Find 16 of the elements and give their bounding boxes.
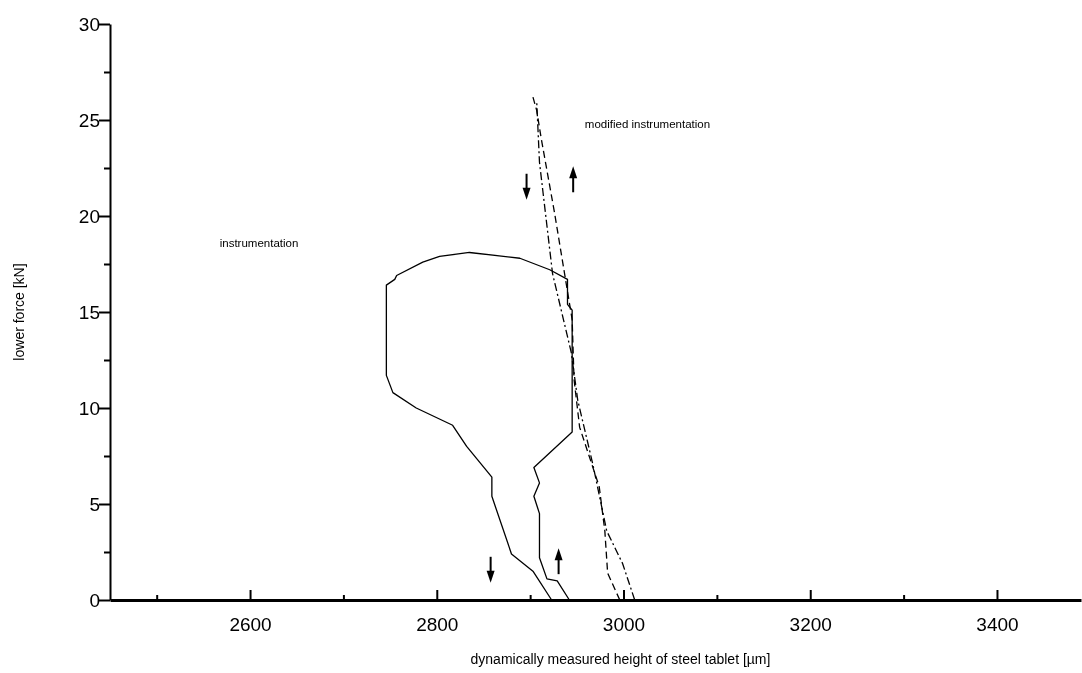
x-tick-label: 3200 [789, 614, 832, 636]
x-tick-label: 2600 [229, 614, 272, 636]
y-tick-label: 30 [78, 13, 100, 35]
y-tick-label: 20 [78, 205, 100, 227]
x-tick-label: 2800 [416, 614, 459, 636]
y-tick-label: 0 [89, 589, 100, 611]
annotation: modified instrumentation [584, 118, 711, 131]
y-tick-label: 10 [78, 397, 100, 419]
y-tick-label: 25 [78, 109, 100, 131]
x-axis-title: dynamically measured height of steel tablet [µm] [470, 651, 771, 667]
x-tick-label: 3000 [602, 614, 646, 636]
x-tick-label: 3400 [976, 614, 1019, 636]
y-tick-label: 5 [89, 493, 100, 515]
annotation: instrumentation [219, 236, 299, 249]
y-axis-title: lower force [kN] [11, 263, 27, 361]
y-tick-label: 15 [78, 301, 100, 323]
